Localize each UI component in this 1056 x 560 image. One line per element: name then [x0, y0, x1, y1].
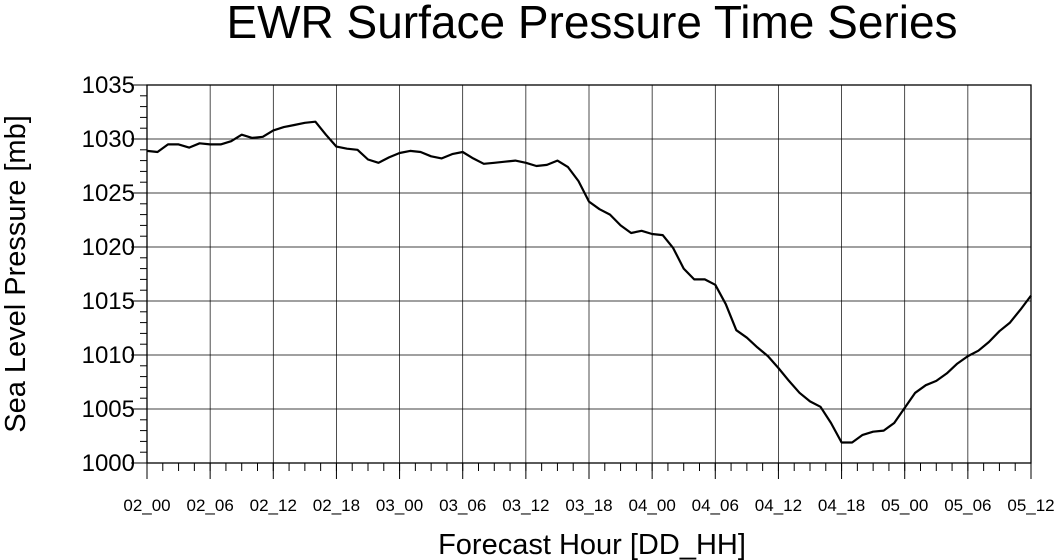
- x-tick-label: 05_00: [881, 496, 928, 515]
- y-tick-label: 1010: [82, 342, 135, 369]
- x-tick-label: 02_00: [123, 496, 170, 515]
- x-tick-label: 02_18: [313, 496, 360, 515]
- x-axis-label: Forecast Hour [DD_HH]: [438, 529, 746, 560]
- grid-lines: [146, 84, 1032, 464]
- chart-title: EWR Surface Pressure Time Series: [226, 0, 957, 48]
- series-layer: [146, 120, 1032, 444]
- y-tick-label: 1015: [82, 288, 135, 315]
- major-ticks: [131, 84, 1032, 479]
- x-axis-tick-labels: 02_00 02_06 02_12 02_18 03_00 03_06 03_12 03_18…: [123, 496, 1054, 515]
- x-tick-label: 03_00: [376, 496, 423, 515]
- x-tick-label: 04_00: [629, 496, 676, 515]
- x-tick-label: 02_12: [250, 496, 297, 515]
- x-tick-label: 04_06: [692, 496, 739, 515]
- x-tick-label: 02_06: [187, 496, 234, 515]
- minor-ticks: [140, 84, 1032, 471]
- x-tick-label: 04_12: [755, 496, 802, 515]
- x-tick-label: 04_18: [818, 496, 865, 515]
- plot-frame: [146, 84, 1032, 464]
- y-tick-label: 1035: [82, 72, 135, 99]
- x-tick-label: 03_18: [565, 496, 612, 515]
- y-tick-label: 1025: [82, 180, 135, 207]
- x-tick-label: 05_12: [1007, 496, 1054, 515]
- x-tick-label: 03_06: [439, 496, 486, 515]
- y-axis-label: Sea Level Pressure [mb]: [0, 115, 32, 433]
- y-tick-label: 1020: [82, 234, 135, 261]
- y-tick-label: 1000: [82, 450, 135, 477]
- y-axis-tick-labels: 1000 1005 1010 1015 1020 1025 1030 1035: [82, 72, 135, 477]
- x-tick-label: 03_12: [502, 496, 549, 515]
- x-tick-label: 05_06: [944, 496, 991, 515]
- y-tick-label: 1005: [82, 396, 135, 423]
- y-tick-label: 1030: [82, 126, 135, 153]
- pressure-series-line: [146, 120, 1032, 444]
